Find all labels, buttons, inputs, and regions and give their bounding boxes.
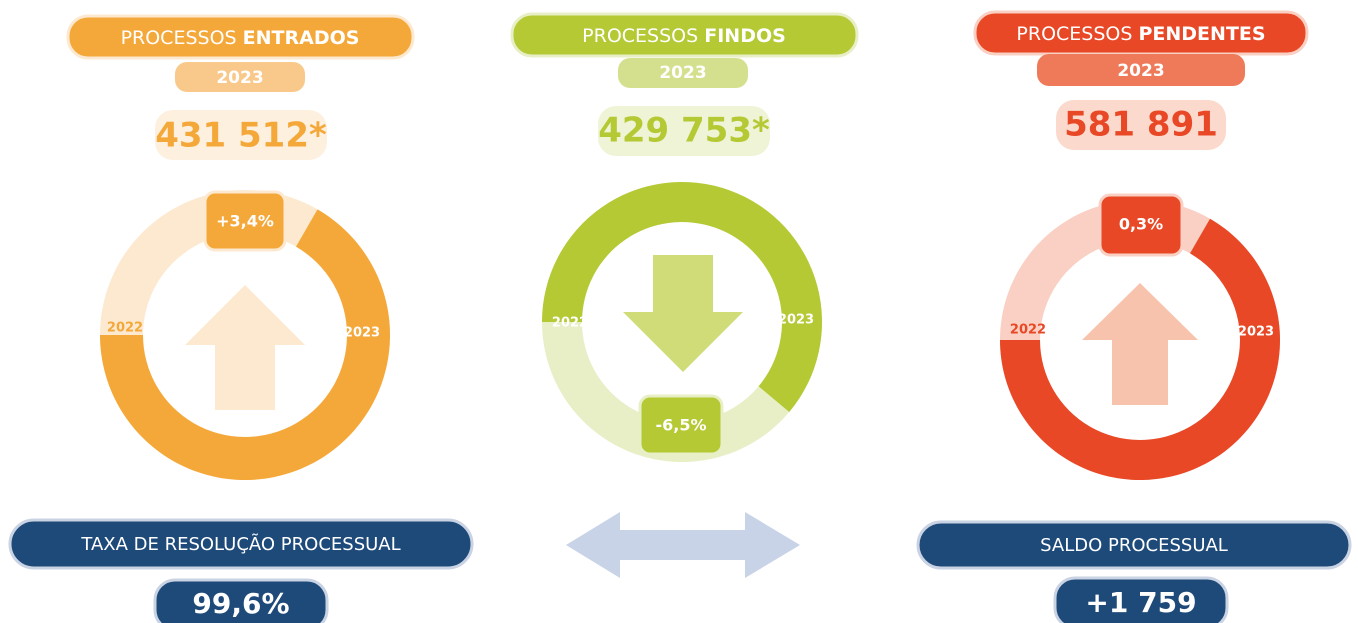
value: 431 512*: [155, 116, 327, 156]
title-pill: [510, 12, 859, 58]
up-arrow: [185, 285, 305, 410]
change-badge: [1098, 193, 1184, 257]
panel-findos: PROCESSOS FINDOS 2023 429 753* -6,5% 202…: [510, 12, 859, 462]
value-pill: [155, 110, 327, 160]
ring-arc: [100, 209, 390, 480]
change-badge: [203, 190, 287, 252]
title-pill: [66, 14, 415, 60]
value: 581 891: [1064, 105, 1218, 145]
year-right: 2023: [1238, 325, 1274, 340]
panel-entrados: PROCESSOS ENTRADOS 2023 431 512* +3,4% 2…: [66, 14, 415, 480]
year-pill: [1037, 54, 1245, 86]
indicator-value-pill: [1053, 576, 1229, 623]
panel-title: PROCESSOS ENTRADOS: [121, 27, 360, 49]
year-left: 2022: [552, 316, 588, 331]
ring: [1000, 199, 1280, 480]
panel-title: PROCESSOS FINDOS: [582, 25, 786, 47]
change: 0,3%: [1119, 215, 1163, 234]
year: 2023: [216, 68, 263, 88]
change-badge: [638, 394, 724, 456]
indicator-value: 99,6%: [192, 587, 289, 620]
year-pill: [175, 62, 305, 92]
year: 2023: [659, 63, 706, 83]
year-left: 2022: [107, 321, 143, 336]
change: +3,4%: [216, 212, 274, 231]
ring: [99, 189, 390, 480]
ring: [542, 181, 822, 462]
year-left: 2022: [1010, 323, 1046, 338]
value-pill: [1056, 100, 1226, 150]
indicator-value-pill: [153, 578, 329, 623]
year-right: 2023: [344, 326, 380, 341]
indicator-pill: [8, 518, 474, 570]
indicator-pill: [916, 520, 1352, 570]
down-arrow: [623, 255, 743, 372]
double-arrow: [566, 512, 800, 578]
indicator-label: TAXA DE RESOLUÇÃO PROCESSUAL: [80, 533, 400, 555]
ring-arc: [542, 182, 822, 412]
up-arrow: [1082, 283, 1198, 405]
indicator-value: +1 759: [1085, 586, 1196, 619]
value-pill: [598, 106, 770, 156]
ring-arc: [1000, 218, 1280, 480]
year-pill: [618, 58, 748, 88]
panel-pendentes: PROCESSOS PENDENTES 2023 581 891 0,3% 20…: [973, 10, 1309, 480]
indicator-label: SALDO PROCESSUAL: [1040, 535, 1228, 556]
year: 2023: [1117, 61, 1164, 81]
change: -6,5%: [655, 416, 706, 435]
year-right: 2023: [778, 313, 814, 328]
panel-title: PROCESSOS PENDENTES: [1016, 23, 1265, 45]
value: 429 753*: [598, 111, 770, 151]
